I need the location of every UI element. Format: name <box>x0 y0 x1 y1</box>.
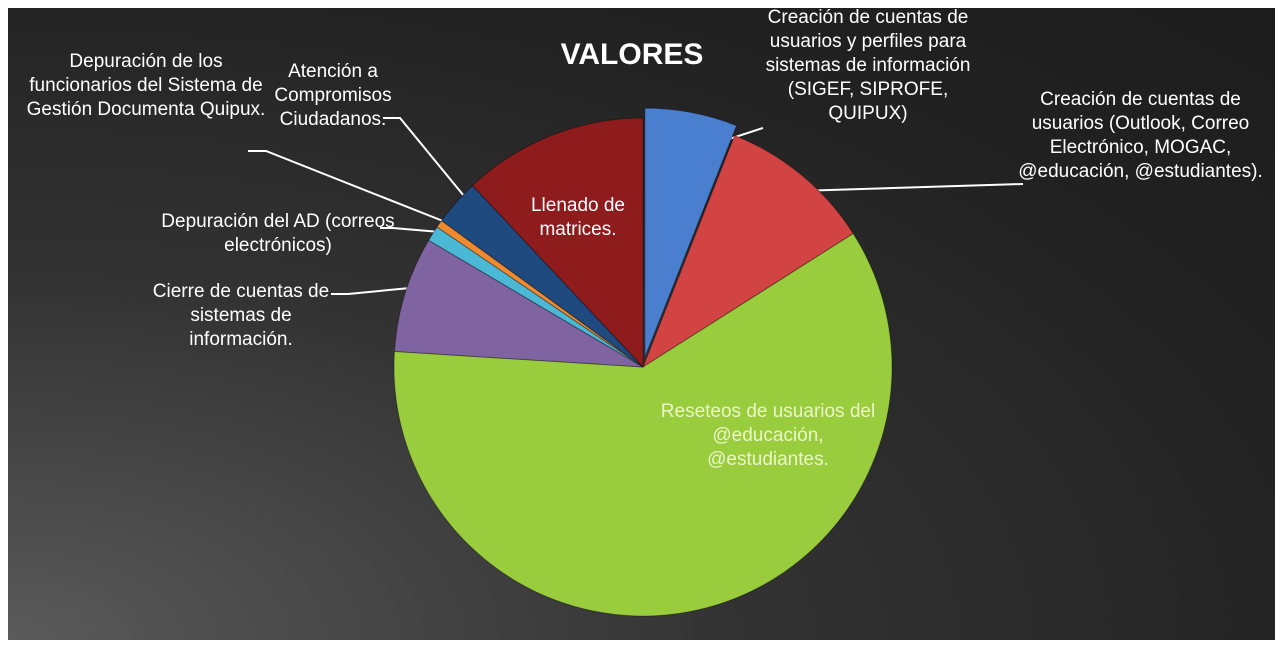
pie-slice <box>641 134 854 369</box>
leader-lines <box>248 117 1024 295</box>
pie-slice <box>644 107 738 358</box>
pie-slice <box>427 226 644 368</box>
slice-label: Reseteos de usuarios del @educación, @es… <box>660 401 876 470</box>
pie-slice <box>440 184 644 368</box>
leader-line <box>331 287 411 295</box>
slice-label: Depuración del AD (correos electrónicos) <box>161 211 395 256</box>
slice-label: Creación de cuentas de usuarios y perfil… <box>765 8 971 124</box>
chart-title: VALORES <box>560 38 704 71</box>
chart: VALORES Creación de cuentas de usuarios … <box>8 8 1275 640</box>
leader-line <box>797 183 1024 192</box>
leader-line <box>380 227 441 233</box>
leader-line <box>248 150 449 224</box>
pie-slice <box>471 117 644 369</box>
slice-label: Depuración de los funcionarios del Siste… <box>26 51 266 120</box>
pie-slice <box>436 219 644 368</box>
slice-label: Llenado de matrices. <box>530 195 626 240</box>
slice-label: Cierre de cuentas de sistemas de informa… <box>152 281 330 350</box>
slice-label: Creación de cuentas de usuarios (Outlook… <box>1018 89 1263 182</box>
pie-slice <box>393 232 893 617</box>
pie-area <box>248 107 1024 617</box>
leader-line <box>383 117 465 197</box>
pie-slice <box>393 239 644 368</box>
slice-label: Atención a Compromisos Ciudadanos. <box>274 61 392 130</box>
